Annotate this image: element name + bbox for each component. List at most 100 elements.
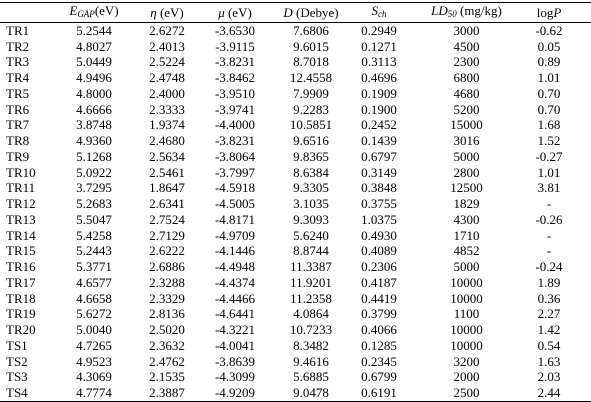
cell: 12.4558	[289, 70, 333, 86]
cell: 0.36	[537, 290, 561, 306]
cell: 1.42	[537, 322, 561, 338]
cell: 0.2452	[361, 117, 397, 133]
cell: -0.24	[535, 259, 563, 275]
cell: 9.6015	[293, 38, 329, 54]
header-text: (eV)	[224, 5, 252, 20]
cell: 8.7018	[293, 54, 329, 70]
cell: 5.1268	[76, 148, 112, 164]
cell: 2.8136	[149, 306, 185, 322]
table-row: TR19 5.6272 2.8136 -4.6441 4.0864 0.3799 1100 2…	[0, 307, 591, 323]
cell: 0.1900	[361, 101, 397, 117]
cell: -3.7997	[214, 164, 256, 180]
cell: 2.6886	[149, 259, 185, 275]
cell: 0.6799	[361, 369, 397, 385]
row-label: TR16	[6, 259, 36, 275]
cell: 5.6272	[76, 306, 112, 322]
cell: 5.4258	[76, 227, 112, 243]
table-row: TR6 4.6666 2.3333 -3.9741 9.2283 0.1900 5200 0.…	[0, 102, 591, 118]
row-label: TR7	[6, 117, 30, 133]
table-row: TR1 5.2544 2.6272 -3.6530 7.6806 0.2949 3000 -0…	[0, 23, 591, 39]
header-text: μ	[218, 5, 225, 20]
cell: 1.01	[537, 70, 561, 86]
cell: 0.4187	[361, 274, 397, 290]
cell: 9.4616	[293, 353, 329, 369]
cell: 2.7524	[149, 211, 185, 227]
cell: 4.6658	[76, 290, 112, 306]
cell: -3.9741	[214, 101, 256, 117]
cell: 4680	[453, 85, 480, 101]
header-text: S	[371, 3, 379, 18]
table-row: TS1 4.7265 2.3632 -4.0041 8.3482 0.1285 10000 0…	[0, 338, 591, 354]
cell: 5.2443	[76, 243, 112, 259]
cell: 4.8000	[76, 85, 112, 101]
cell: 4.3069	[76, 369, 112, 385]
cell: -4.0041	[214, 337, 256, 353]
cell: 3016	[453, 133, 480, 149]
cell: 8.3482	[293, 337, 329, 353]
cell: 10000	[450, 337, 483, 353]
table-row: TR9 5.1268 2.5634 -3.8064 9.8365 0.6797 5000 -0…	[0, 149, 591, 165]
row-label: TR13	[6, 211, 36, 227]
cell: 4300	[453, 211, 480, 227]
table-row: TR10 5.0922 2.5461 -3.7997 8.6384 0.3149 2800 1…	[0, 165, 591, 181]
cell: 0.4089	[361, 243, 397, 259]
row-label: TR17	[6, 274, 36, 290]
cell: -3.8064	[214, 148, 256, 164]
header-text: P	[553, 5, 562, 20]
cell: 7.6806	[293, 22, 329, 38]
cell: 11.3387	[290, 259, 332, 275]
cell: 2.5461	[149, 164, 185, 180]
cell: 0.3113	[361, 54, 397, 70]
cell: 0.3149	[361, 164, 397, 180]
cell: 9.3305	[293, 180, 329, 196]
cell: 1.52	[537, 133, 561, 149]
cell: 5.3771	[76, 259, 112, 275]
cell: 2300	[453, 54, 480, 70]
row-label: TS2	[6, 353, 28, 369]
cell: 0.2949	[361, 22, 397, 38]
cell: 2.3887	[149, 385, 185, 401]
cell: 8.6384	[293, 164, 329, 180]
cell: 1710	[453, 227, 480, 243]
header-text: D	[283, 5, 293, 20]
header-text: LD	[431, 3, 448, 18]
header-cell: Sch	[350, 3, 408, 23]
row-label: TR5	[6, 85, 30, 101]
cell: -4.3221	[214, 322, 256, 338]
cell: 7.9909	[293, 85, 329, 101]
cell: -4.4466	[214, 290, 256, 306]
row-label: TR19	[6, 306, 36, 322]
cell: 9.6516	[293, 133, 329, 149]
cell: -4.5005	[214, 196, 256, 212]
table-row: TR13 5.5047 2.7524 -4.8171 9.3093 1.0375 4300 -…	[0, 212, 591, 228]
cell: 0.4419	[361, 290, 397, 306]
cell: 1.0375	[361, 211, 397, 227]
header-row: EGAP(eV) η (eV) μ (eV) D (Debye) Sch LD50 (mg…	[0, 2, 591, 23]
cell: 3200	[453, 353, 480, 369]
cell: 4852	[453, 243, 480, 259]
header-text: (eV)	[156, 5, 184, 20]
cell: 5000	[453, 148, 480, 164]
row-label: TR15	[6, 243, 36, 259]
cell: -3.6530	[214, 22, 256, 38]
cell: -0.26	[535, 211, 563, 227]
cell: -3.9115	[215, 38, 255, 54]
table-row: TR8 4.9360 2.4680 -3.8231 9.6516 0.1439 3016 1.…	[0, 133, 591, 149]
cell: -4.1446	[214, 243, 256, 259]
cell: 2.03	[537, 369, 561, 385]
cell: 10000	[450, 322, 483, 338]
cell: -3.8231	[214, 133, 256, 149]
cell: 4.7265	[76, 337, 112, 353]
table-row: TR17 4.6577 2.3288 -4.4374 11.9201 0.4187 1000…	[0, 275, 591, 291]
cell: 5.5047	[76, 211, 112, 227]
cell: 4.8027	[76, 38, 112, 54]
cell: 2.7129	[149, 227, 185, 243]
cell: 2.3333	[149, 101, 185, 117]
cell: -	[546, 243, 552, 259]
cell: 3.8748	[76, 117, 112, 133]
header-cell: LD50 (mg/kg)	[408, 3, 525, 23]
cell: 10000	[450, 290, 483, 306]
row-label: TR1	[6, 22, 30, 38]
